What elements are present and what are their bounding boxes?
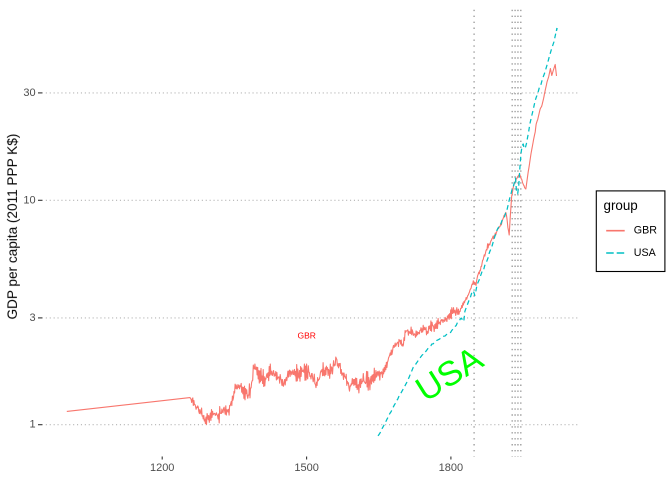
svg-text:1: 1 (29, 419, 35, 431)
svg-text:GBR: GBR (297, 330, 315, 340)
svg-text:1800: 1800 (439, 462, 463, 474)
svg-text:USA: USA (634, 247, 657, 259)
svg-text:10: 10 (23, 194, 35, 206)
svg-text:30: 30 (23, 87, 35, 99)
svg-text:3: 3 (29, 312, 35, 324)
svg-text:1500: 1500 (294, 462, 318, 474)
svg-text:group: group (604, 198, 638, 213)
svg-text:1200: 1200 (150, 462, 174, 474)
svg-text:GBR: GBR (634, 225, 657, 237)
svg-text:GDP per capita (2011 PPP K$): GDP per capita (2011 PPP K$) (5, 134, 20, 320)
